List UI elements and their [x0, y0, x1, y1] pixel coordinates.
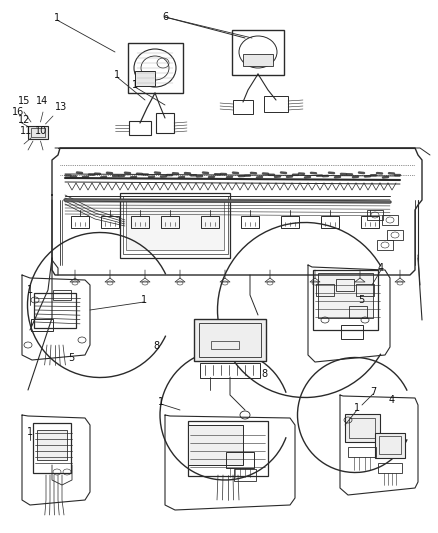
- Bar: [200, 362, 260, 377]
- Bar: [356, 284, 374, 296]
- Bar: [194, 319, 266, 361]
- Bar: [129, 121, 151, 135]
- Bar: [243, 54, 273, 66]
- Bar: [349, 306, 367, 318]
- Text: 4: 4: [389, 395, 395, 405]
- Bar: [233, 100, 253, 114]
- Text: 5: 5: [68, 353, 74, 363]
- Bar: [33, 423, 71, 473]
- Bar: [348, 447, 376, 457]
- Bar: [123, 196, 227, 254]
- Bar: [318, 272, 372, 318]
- Text: 7: 7: [370, 387, 376, 397]
- Bar: [31, 319, 53, 331]
- Bar: [316, 284, 334, 296]
- Bar: [37, 430, 67, 460]
- Bar: [264, 96, 288, 112]
- Bar: [336, 279, 354, 291]
- Bar: [120, 192, 230, 257]
- Text: 1: 1: [27, 285, 33, 295]
- Bar: [135, 70, 155, 85]
- Text: 1: 1: [132, 80, 138, 90]
- Bar: [211, 341, 239, 349]
- Bar: [199, 323, 261, 357]
- Bar: [126, 200, 224, 250]
- Bar: [345, 414, 379, 442]
- Text: 11: 11: [20, 126, 32, 136]
- Text: 1: 1: [114, 70, 120, 80]
- Text: 6: 6: [162, 12, 168, 22]
- Bar: [382, 215, 398, 225]
- Bar: [387, 230, 403, 240]
- Bar: [31, 127, 45, 136]
- Bar: [226, 452, 254, 468]
- Bar: [34, 293, 76, 327]
- Bar: [201, 216, 219, 228]
- Bar: [28, 125, 48, 139]
- Bar: [232, 29, 284, 75]
- Bar: [321, 216, 339, 228]
- Bar: [131, 216, 149, 228]
- Bar: [349, 418, 375, 438]
- Bar: [341, 325, 363, 339]
- Text: 1: 1: [27, 427, 33, 437]
- Bar: [378, 463, 402, 473]
- Text: 1: 1: [158, 397, 164, 407]
- Text: 13: 13: [55, 102, 67, 112]
- Text: 4: 4: [378, 263, 384, 273]
- Bar: [377, 240, 393, 250]
- Bar: [281, 216, 299, 228]
- Bar: [71, 216, 89, 228]
- Bar: [241, 216, 259, 228]
- Bar: [156, 113, 174, 133]
- Bar: [375, 432, 405, 457]
- Text: 15: 15: [18, 96, 30, 106]
- Bar: [367, 210, 383, 220]
- Bar: [234, 469, 256, 481]
- Text: 1: 1: [54, 13, 60, 23]
- Text: 1: 1: [141, 295, 147, 305]
- Bar: [187, 425, 243, 465]
- Text: 16: 16: [12, 107, 24, 117]
- Text: 8: 8: [261, 369, 267, 379]
- Text: 14: 14: [36, 96, 48, 106]
- Bar: [312, 270, 378, 330]
- Bar: [161, 216, 179, 228]
- Text: 5: 5: [358, 295, 364, 305]
- Text: 10: 10: [35, 126, 47, 136]
- Bar: [53, 290, 71, 300]
- Text: 8: 8: [153, 341, 159, 351]
- Bar: [127, 43, 183, 93]
- Bar: [379, 436, 401, 454]
- Bar: [188, 421, 268, 475]
- Bar: [101, 216, 119, 228]
- Text: 12: 12: [18, 115, 30, 125]
- Bar: [361, 216, 379, 228]
- Text: 1: 1: [354, 403, 360, 413]
